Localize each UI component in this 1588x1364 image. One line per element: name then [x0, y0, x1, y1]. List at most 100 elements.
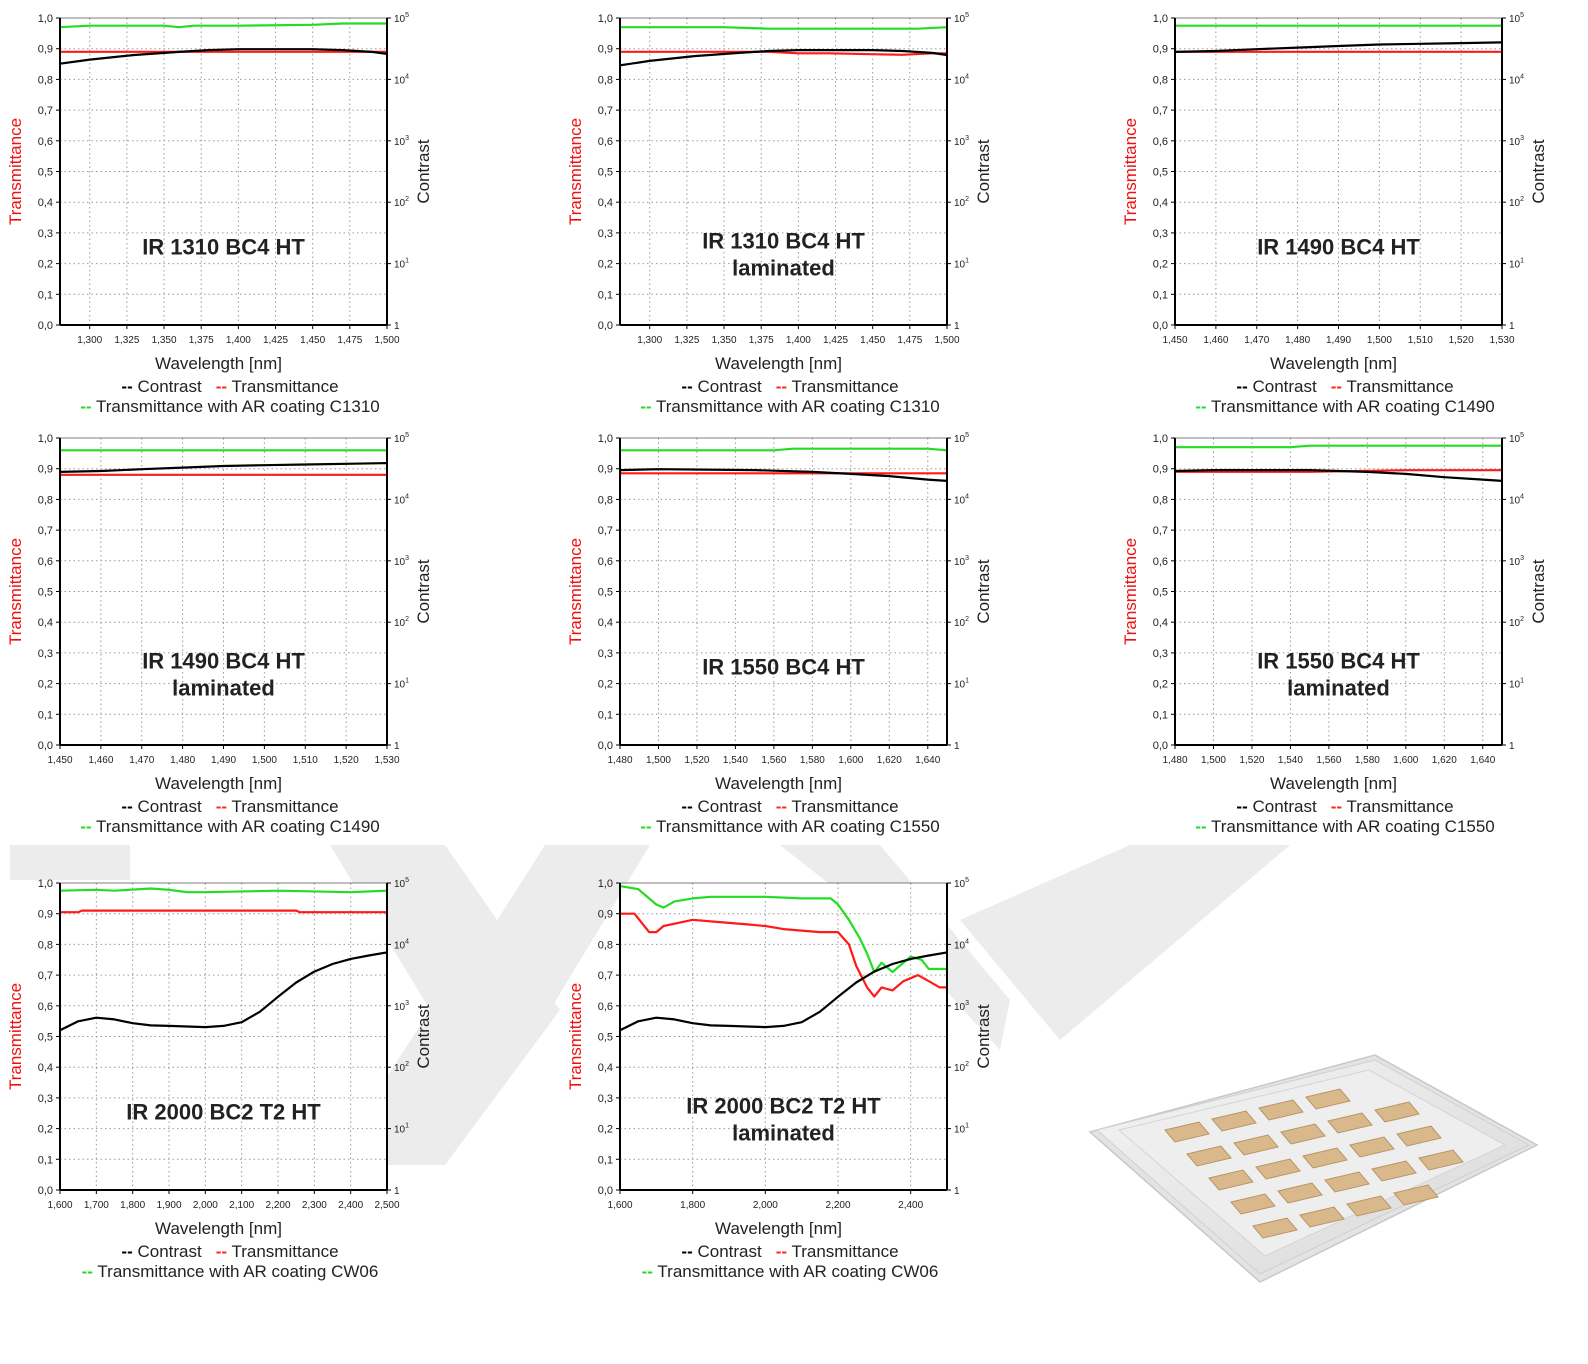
y-tick-label: 0,1 [38, 289, 53, 301]
series-contrast-line [619, 48, 948, 67]
y-tick-label: 0,2 [598, 679, 613, 691]
x-tick-label: 1,600 [47, 1200, 72, 1211]
x-tick-label: 1,460 [1203, 335, 1228, 346]
y2-tick-label: 102 [1509, 616, 1524, 629]
y2-tick-label: 101 [954, 1123, 969, 1136]
x-tick-label: 1,640 [915, 755, 940, 766]
y-tick-label: 0,4 [1153, 197, 1168, 209]
y-tick-label: 0,3 [598, 228, 613, 240]
legend-transmittance-label: Transmittance [791, 377, 899, 396]
legend-contrast-label: Contrast [1252, 377, 1317, 396]
y2-tick-label: 1 [954, 741, 960, 752]
x-tick-label: 1,325 [674, 335, 699, 346]
y-tick-label: 0,2 [598, 1124, 613, 1136]
y-tick-label: 0,7 [38, 525, 53, 537]
y2-tick-label: 101 [954, 678, 969, 691]
x-tick-label: 2,000 [753, 1200, 778, 1211]
y2-tick-label: 103 [954, 555, 969, 568]
module-chip [1299, 1206, 1345, 1228]
y-tick-label: 0,6 [38, 1001, 53, 1013]
legend-ar-swatch: -- [1195, 397, 1207, 416]
x-tick-label: 1,580 [800, 755, 825, 766]
y2-tick-label: 1 [394, 1186, 400, 1197]
x-tick-label: 1,470 [1244, 335, 1269, 346]
y-tick-label: 0,9 [1153, 464, 1168, 476]
y-tick-label: 0,6 [598, 1001, 613, 1013]
y-tick-label: 0,5 [598, 167, 613, 179]
chart-panel: 0,0 0,1 0,2 0,3 0,4 0,5 0,6 0,7 0,8 0,9 1,0 1,480 1,… [565, 420, 1085, 840]
x-tick-label: 1,800 [680, 1200, 705, 1211]
y2-tick-label: 103 [1509, 135, 1524, 148]
x-tick-label: 1,300 [77, 335, 102, 346]
x-tick-label: 1,530 [374, 755, 399, 766]
y2-tick-label: 104 [394, 938, 409, 951]
y-tick-label: 0,3 [38, 228, 53, 240]
series-contrast-line [59, 48, 388, 65]
y-tick-label: 0,4 [38, 197, 53, 209]
y-tick-label: 0,0 [598, 740, 613, 752]
y2-tick-label: 104 [1509, 493, 1524, 506]
y-tick-label: 0,5 [38, 167, 53, 179]
chart-svg: 0,0 0,1 0,2 0,3 0,4 0,5 0,6 0,7 0,8 0,9 1,0 1,450 1,… [6, 432, 433, 793]
x-tick-label: 1,560 [1316, 755, 1341, 766]
series-transmittance-line [620, 912, 947, 998]
legend-contrast-label: Contrast [137, 377, 202, 396]
y-tick-label: 0,7 [598, 105, 613, 117]
x-axis-label: Wavelength [nm] [1270, 774, 1397, 793]
legend-transmittance-swatch: -- [215, 377, 228, 396]
chart-title: IR 1550 BC4 HT [1257, 648, 1420, 673]
y-tick-label: 0,6 [38, 136, 53, 148]
x-tick-label: 1,450 [1162, 335, 1187, 346]
legend-contrast-swatch: -- [121, 377, 133, 396]
legend-ar-swatch: -- [80, 397, 92, 416]
y2-tick-label: 103 [954, 1000, 969, 1013]
y-tick-label: 0,1 [598, 289, 613, 301]
y2-tick-label: 104 [954, 938, 969, 951]
series-ar-line [1175, 444, 1502, 449]
y-tick-label: 0,6 [1153, 136, 1168, 148]
module-chip [1230, 1193, 1276, 1215]
polarizer-module-photo [1088, 1054, 1539, 1283]
y-tick-label: 0,6 [1153, 556, 1168, 568]
x-axis-label: Wavelength [nm] [715, 354, 842, 373]
y-tick-label: 0,3 [1153, 228, 1168, 240]
series-contrast-line [59, 951, 388, 1032]
x-axis-label: Wavelength [nm] [155, 354, 282, 373]
y-tick-label: 0,1 [598, 709, 613, 721]
y-tick-label: 0,7 [1153, 525, 1168, 537]
y-tick-label: 0,9 [38, 44, 53, 56]
y2-axis-label: Contrast [414, 559, 433, 624]
legend-contrast-swatch: -- [681, 797, 693, 816]
y2-tick-label: 103 [954, 135, 969, 148]
chart-svg: 0,0 0,1 0,2 0,3 0,4 0,5 0,6 0,7 0,8 0,9 1,0 1,300 1,… [6, 12, 433, 373]
x-tick-label: 1,480 [607, 755, 632, 766]
legend-contrast-swatch: -- [121, 797, 133, 816]
x-tick-label: 1,480 [170, 755, 195, 766]
series-contrast-line [1174, 468, 1503, 482]
y2-tick-label: 105 [1509, 432, 1524, 445]
y-tick-label: 0,4 [598, 617, 613, 629]
series-ar-line [59, 22, 387, 29]
y-tick-label: 0,8 [598, 939, 613, 951]
module-chip [1277, 1182, 1323, 1204]
y2-tick-label: 104 [394, 493, 409, 506]
module-chip [1327, 1112, 1373, 1134]
y-tick-label: 1,0 [1153, 13, 1168, 25]
y2-tick-label: 104 [954, 73, 969, 86]
y2-tick-label: 1 [394, 321, 400, 332]
y2-tick-label: 103 [1509, 555, 1524, 568]
x-tick-label: 1,460 [88, 755, 113, 766]
chart-panel: 0,0 0,1 0,2 0,3 0,4 0,5 0,6 0,7 0,8 0,9 1,0 1,450 1,… [1120, 0, 1588, 420]
series-ar-line [59, 887, 388, 894]
chart-title: IR 1490 BC4 HT [1257, 234, 1420, 259]
y-tick-label: 0,8 [598, 494, 613, 506]
y-axis-label: Transmittance [6, 983, 25, 1090]
y-axis-label: Transmittance [1121, 118, 1140, 225]
y-tick-label: 0,0 [1153, 740, 1168, 752]
chart-legend: -- Contrast -- Transmittance -- Transmitta… [5, 797, 455, 837]
y2-tick-label: 105 [954, 12, 969, 25]
y-tick-label: 0,1 [38, 1154, 53, 1166]
module-chip [1186, 1145, 1232, 1167]
y-tick-label: 0,2 [38, 679, 53, 691]
x-tick-label: 2,500 [374, 1200, 399, 1211]
